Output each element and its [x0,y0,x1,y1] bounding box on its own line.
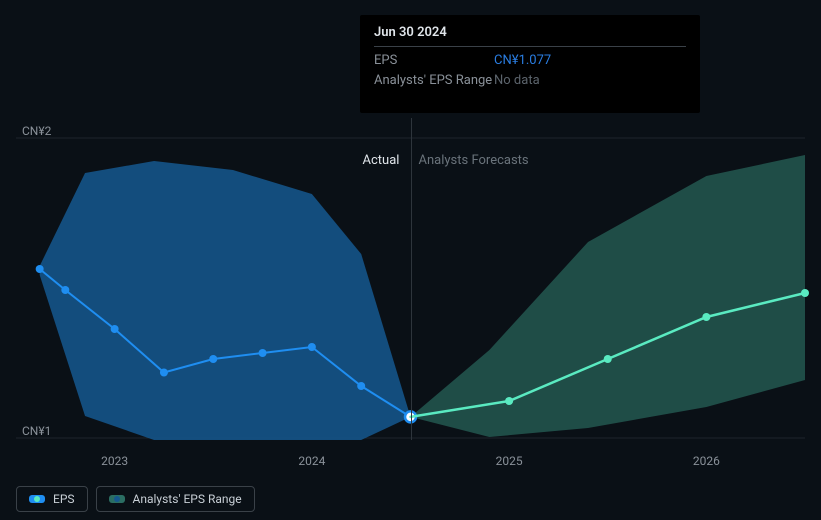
y-tick-label: CN¥2 [22,124,51,138]
tooltip-row: Analysts' EPS Range No data [374,71,686,91]
x-tick-label: 2025 [496,454,523,468]
x-tick-label: 2023 [101,454,128,468]
chart-tooltip: Jun 30 2024 EPS CN¥1.077 Analysts' EPS R… [360,15,700,113]
legend-label: Analysts' EPS Range [133,492,242,506]
section-label-actual: Actual [363,153,400,168]
tooltip-value: No data [494,71,540,91]
tooltip-value: CN¥1.077 [494,51,551,71]
eps-chart: CN¥2 CN¥1 Actual Analysts Forecasts 2023… [0,0,821,520]
tooltip-row: EPS CN¥1.077 [374,51,686,71]
section-label-forecast: Analysts Forecasts [419,153,529,168]
tooltip-key: EPS [374,51,494,71]
x-tick-label: 2026 [693,454,720,468]
legend-label: EPS [53,492,75,506]
y-tick-label: CN¥1 [22,424,51,438]
crosshair-line [411,118,412,440]
legend-swatch-icon [109,495,125,503]
legend-item-range[interactable]: Analysts' EPS Range [96,486,255,512]
chart-legend: EPS Analysts' EPS Range [16,486,255,512]
legend-item-eps[interactable]: EPS [16,486,88,512]
tooltip-key: Analysts' EPS Range [374,71,494,91]
legend-swatch-icon [29,495,45,503]
tooltip-date: Jun 30 2024 [374,25,686,47]
x-tick-label: 2024 [298,454,325,468]
